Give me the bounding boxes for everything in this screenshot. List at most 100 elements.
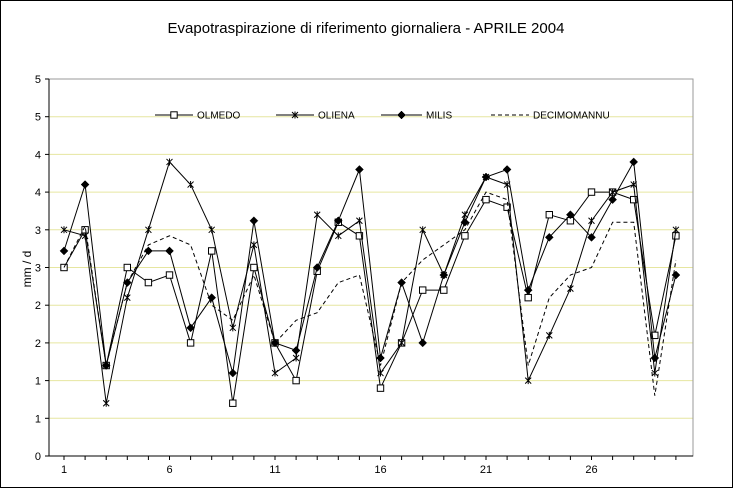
- y-tick-label: 3: [35, 263, 41, 275]
- y-axis-label: mm / d: [20, 251, 34, 288]
- chart-title: Evapotraspirazione di riferimento giorna…: [168, 20, 565, 37]
- legend-label: DECIMOMANNU: [533, 111, 610, 122]
- data-point-square: [355, 232, 364, 240]
- data-point-diamond: [460, 217, 470, 227]
- data-point-diamond: [439, 270, 449, 280]
- data-point-square: [419, 286, 427, 294]
- legend: OLMEDO OLIENA MILIS DECIMOMANNU: [155, 111, 610, 122]
- data-point-asterisk: [651, 369, 659, 377]
- data-point-square: [165, 271, 174, 279]
- y-tick-label: 1: [35, 413, 41, 425]
- y-tick-label: 5: [35, 74, 41, 86]
- data-point-square: [208, 247, 216, 255]
- data-point-asterisk: [377, 369, 384, 377]
- data-point-asterisk: [313, 211, 321, 219]
- legend-label: OLIENA: [318, 111, 355, 122]
- data-point-square: [123, 263, 131, 272]
- data-point-diamond: [397, 110, 406, 120]
- data-point-diamond: [418, 338, 428, 348]
- data-point-diamond: [291, 346, 301, 355]
- data-point-square: [672, 232, 680, 240]
- data-point-asterisk: [672, 226, 680, 234]
- legend-item-decimomannu: DECIMOMANNU: [491, 111, 610, 122]
- data-point-diamond: [101, 361, 111, 370]
- x-tick-label: 16: [374, 464, 386, 476]
- data-point-asterisk: [461, 211, 469, 219]
- series-lines: [59, 157, 681, 407]
- data-point-asterisk: [398, 339, 405, 347]
- data-point-asterisk: [291, 111, 299, 119]
- x-tick-label: 1: [61, 464, 67, 476]
- data-point-asterisk: [545, 331, 553, 339]
- legend-item-milis: MILIS: [381, 111, 452, 122]
- data-point-square: [503, 203, 511, 211]
- data-point-square: [170, 111, 178, 119]
- legend-item-olmedo: OLMEDO: [155, 111, 241, 122]
- data-point-diamond: [566, 210, 575, 220]
- y-tick-label: 3: [35, 225, 41, 237]
- data-point-asterisk: [229, 324, 237, 332]
- data-point-asterisk: [145, 226, 152, 234]
- y-tick-label: 4: [35, 149, 41, 161]
- series-milis: [59, 157, 681, 378]
- series-line-oliena: [63, 160, 677, 404]
- data-point-square: [630, 195, 638, 204]
- data-point-diamond: [333, 216, 343, 226]
- data-point-diamond: [249, 216, 259, 226]
- legend-label: MILIS: [426, 111, 452, 122]
- data-point-diamond: [544, 232, 554, 242]
- y-tick-label: 1: [35, 376, 41, 388]
- data-point-diamond: [481, 172, 491, 182]
- data-point-diamond: [165, 246, 174, 256]
- x-tick-labels: 1 6 11 16 21 26: [61, 464, 598, 476]
- y-tick-label: 2: [35, 300, 41, 312]
- data-point-asterisk: [588, 217, 595, 225]
- data-point-square: [545, 211, 553, 219]
- y-tick-label: 0: [35, 451, 41, 463]
- data-point-diamond: [228, 368, 238, 378]
- data-point-diamond: [650, 353, 660, 363]
- data-point-square: [292, 376, 300, 385]
- data-point-diamond: [186, 323, 195, 333]
- data-point-square: [651, 331, 659, 340]
- data-point-diamond: [312, 263, 322, 272]
- x-tick-label: 6: [166, 464, 172, 476]
- data-point-asterisk: [334, 232, 342, 240]
- data-point-asterisk: [356, 217, 363, 225]
- data-point-asterisk: [609, 188, 616, 196]
- data-point-asterisk: [419, 226, 427, 234]
- data-point-square: [144, 278, 153, 287]
- legend-item-oliena: OLIENA: [276, 111, 355, 122]
- data-point-square: [376, 384, 385, 392]
- axes: [45, 78, 694, 460]
- data-point-asterisk: [524, 377, 532, 385]
- data-point-square: [524, 293, 532, 302]
- data-point-asterisk: [567, 285, 574, 293]
- data-point-diamond: [80, 180, 90, 189]
- y-tick-label: 2: [35, 338, 41, 350]
- y-tick-label: 5: [35, 112, 41, 124]
- data-point-square: [229, 399, 237, 407]
- data-point-asterisk: [166, 158, 173, 166]
- x-tick-label: 11: [269, 464, 280, 476]
- data-point-diamond: [355, 165, 364, 174]
- data-point-square: [461, 232, 469, 240]
- data-point-asterisk: [271, 369, 279, 377]
- data-point-square: [482, 195, 490, 204]
- legend-label: OLMEDO: [197, 111, 241, 122]
- data-point-asterisk: [60, 226, 68, 234]
- data-point-asterisk: [292, 354, 300, 362]
- data-point-diamond: [608, 195, 617, 204]
- data-point-square: [440, 286, 448, 294]
- x-tick-label: 26: [585, 464, 597, 476]
- data-point-diamond: [59, 246, 69, 256]
- data-point-asterisk: [102, 399, 110, 407]
- data-point-square: [587, 188, 596, 196]
- data-point-asterisk: [250, 241, 258, 249]
- y-tick-label: 4: [35, 187, 41, 199]
- data-point-diamond: [587, 232, 596, 242]
- x-tick-label: 21: [480, 464, 492, 476]
